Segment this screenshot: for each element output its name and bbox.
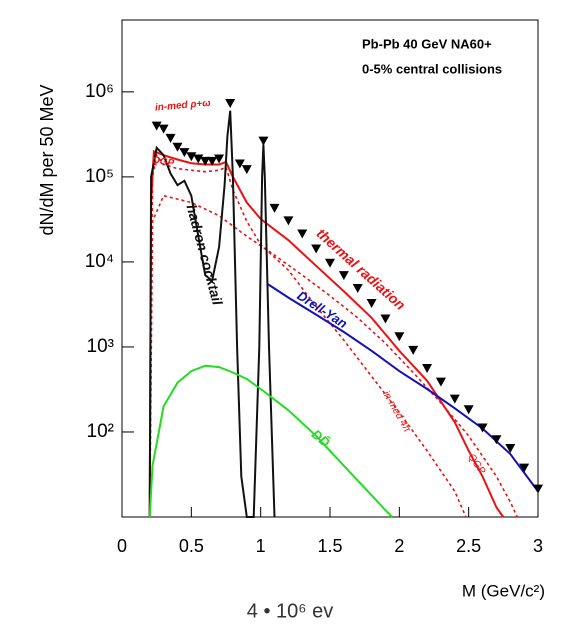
y-axis-label: dN/dM per 50 MeV bbox=[37, 84, 57, 235]
data-point bbox=[225, 98, 236, 108]
data-point bbox=[311, 244, 322, 254]
x-tick-label: 2.5 bbox=[456, 536, 481, 556]
x-tick-label: 1 bbox=[256, 536, 266, 556]
data-point bbox=[214, 154, 225, 164]
y-tick-label: 10³ bbox=[87, 336, 114, 357]
data-point bbox=[394, 332, 405, 342]
data-point bbox=[463, 405, 474, 415]
caption: 4 • 10⁶ ev bbox=[247, 600, 333, 622]
data-point bbox=[519, 463, 530, 473]
plot-frame bbox=[121, 19, 539, 518]
x-tick-label: 0 bbox=[117, 536, 127, 556]
x-tick-label: 2 bbox=[394, 536, 404, 556]
y-tick-label: 10² bbox=[87, 421, 114, 442]
curve bbox=[148, 110, 276, 518]
data-point bbox=[200, 156, 211, 166]
chart-subtitle: 0-5% central collisions bbox=[362, 61, 502, 76]
data-point bbox=[338, 271, 349, 281]
data-point bbox=[533, 484, 543, 494]
data-point bbox=[269, 203, 280, 213]
data-point bbox=[491, 435, 502, 445]
data-point bbox=[408, 345, 419, 355]
data-point bbox=[241, 165, 252, 175]
y-tick-label: 10⁵ bbox=[85, 166, 114, 187]
x-tick-label: 0.5 bbox=[179, 536, 204, 556]
data-point bbox=[366, 298, 377, 308]
data-point bbox=[352, 284, 363, 294]
curve bbox=[148, 364, 394, 518]
annotation: DD̄ bbox=[309, 426, 333, 450]
y-tick-label: 10⁴ bbox=[85, 251, 114, 272]
x-tick-label: 3 bbox=[533, 536, 543, 556]
y-tick-label: 10⁶ bbox=[85, 81, 114, 102]
data-point bbox=[165, 133, 176, 143]
annotation: QGP bbox=[465, 452, 487, 477]
data-point bbox=[435, 377, 446, 387]
data-point bbox=[234, 159, 245, 169]
data-point bbox=[158, 124, 169, 134]
annotation: Drell-Yan bbox=[294, 288, 350, 331]
data-point bbox=[179, 148, 190, 158]
data-point bbox=[297, 229, 308, 239]
data-point bbox=[193, 154, 204, 164]
curve bbox=[267, 283, 539, 492]
annotation: in-med 4π bbox=[380, 389, 412, 434]
data-point bbox=[258, 136, 269, 146]
data-point bbox=[449, 394, 460, 404]
x-tick-label: 1.5 bbox=[317, 536, 342, 556]
chart-title: Pb-Pb 40 GeV NA60+ bbox=[362, 36, 492, 51]
data-point bbox=[172, 142, 183, 152]
annotation: hadron cocktail bbox=[184, 203, 227, 308]
curve bbox=[148, 194, 518, 518]
curve bbox=[148, 153, 467, 518]
annotation: QGP bbox=[151, 155, 175, 170]
data-point bbox=[380, 314, 391, 324]
data-point bbox=[283, 216, 294, 226]
data-point bbox=[325, 258, 335, 268]
data-point bbox=[477, 423, 488, 433]
curve bbox=[148, 149, 505, 518]
annotation: thermal radiation bbox=[314, 225, 409, 313]
data-point bbox=[207, 156, 218, 166]
data-point bbox=[422, 364, 433, 374]
data-point bbox=[151, 121, 162, 131]
x-axis-label: M (GeV/c²) bbox=[462, 581, 545, 600]
data-point bbox=[505, 444, 516, 454]
annotation: in-med ρ+ω bbox=[155, 98, 212, 114]
